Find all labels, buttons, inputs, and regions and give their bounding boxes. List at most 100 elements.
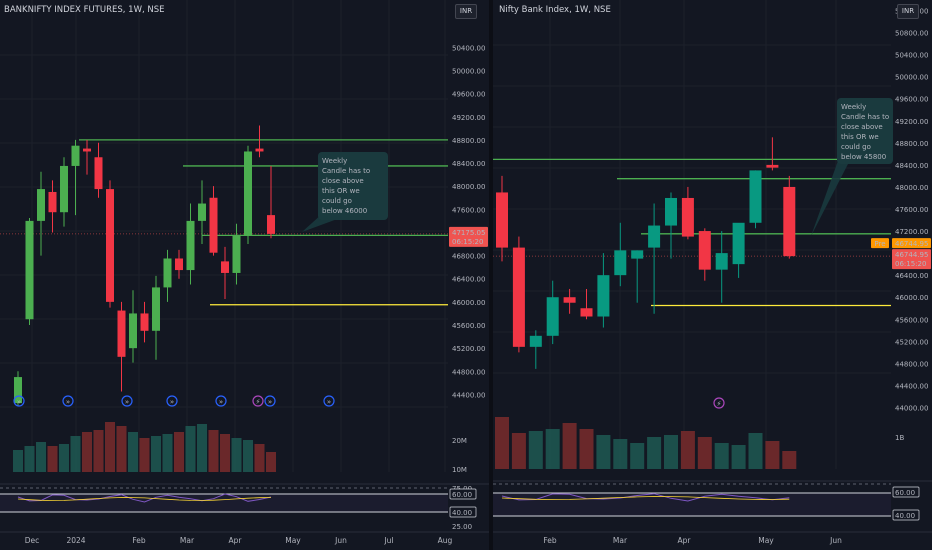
volume-bar	[24, 446, 35, 472]
price-tick-label: 47600.00	[895, 206, 928, 214]
rsi-tick-label: 40.00	[452, 509, 472, 517]
candle-bullish[interactable]	[597, 275, 610, 317]
volume-bar	[174, 432, 184, 472]
candle-bullish[interactable]	[186, 220, 195, 271]
candle-bearish[interactable]	[766, 164, 779, 168]
right-chart-title: Nifty Bank Index, 1W, NSE	[499, 5, 611, 15]
candle-bearish[interactable]	[255, 148, 264, 152]
candle-bullish[interactable]	[152, 287, 160, 331]
dividend-event-icon[interactable]	[166, 395, 178, 407]
candle-bullish[interactable]	[732, 222, 745, 265]
candle-bearish[interactable]	[563, 297, 576, 303]
candle-bullish[interactable]	[71, 145, 80, 166]
candle-bullish[interactable]	[25, 220, 34, 320]
earnings-event-icon[interactable]	[713, 397, 725, 409]
price-axis[interactable]	[448, 0, 489, 550]
price-tick-label: 45200.00	[452, 345, 485, 353]
candle-bullish[interactable]	[546, 297, 559, 336]
price-tick-label: 44400.00	[452, 391, 485, 399]
rsi-level-box	[892, 509, 920, 521]
candle-bearish[interactable]	[106, 189, 114, 302]
volume-bar	[208, 430, 219, 472]
volume-bar	[47, 446, 58, 472]
time-tick-label: Aug	[438, 536, 453, 545]
last-price-value: 46744.95	[895, 251, 928, 259]
candle-bullish[interactable]	[232, 235, 241, 273]
dividend-event-icon[interactable]	[121, 395, 133, 407]
candle-bearish[interactable]	[117, 310, 126, 357]
candle-bullish[interactable]	[648, 225, 661, 248]
candle-bullish[interactable]	[198, 203, 206, 221]
dividend-event-icon[interactable]	[264, 395, 276, 407]
right-chart-pane[interactable]: 51200.0050800.0050400.0050000.0049600.00…	[493, 0, 932, 550]
volume-bar	[243, 440, 253, 472]
candle-bullish[interactable]	[37, 189, 45, 221]
dividend-event-icon[interactable]	[13, 395, 25, 407]
price-tick-label: 48400.00	[895, 162, 928, 170]
rsi-line	[17, 493, 272, 503]
annotation-callout[interactable]	[318, 152, 388, 220]
candle-bearish[interactable]	[783, 186, 796, 257]
left-candlestick-chart[interactable]: 50400.00 50000.00 49600.00 49200.00 48800.00…	[0, 0, 489, 550]
candle-bullish[interactable]	[60, 165, 68, 213]
candle-bearish[interactable]	[221, 261, 229, 273]
price-tick-label: 46800.00	[452, 253, 485, 261]
candle-bearish[interactable]	[94, 157, 103, 190]
candle-bullish[interactable]	[665, 197, 677, 226]
volume-bar	[13, 450, 23, 472]
rsi-tick-label: 25.00	[452, 523, 472, 531]
candle-bearish[interactable]	[698, 231, 711, 270]
right-currency-button[interactable]: INR	[897, 4, 919, 19]
candle-bearish[interactable]	[512, 247, 525, 347]
annotation-callout[interactable]	[837, 98, 893, 164]
candle-bearish[interactable]	[83, 148, 91, 152]
event-glyph: »	[327, 398, 331, 406]
event-glyph: »	[219, 398, 223, 406]
candle-bearish[interactable]	[140, 313, 149, 331]
price-tick-label: 49200.00	[895, 118, 928, 126]
price-axis[interactable]	[891, 0, 932, 550]
earnings-event-icon[interactable]	[252, 395, 264, 407]
candle-bearish[interactable]	[267, 215, 275, 234]
candle-bullish[interactable]	[244, 151, 252, 236]
candle-bullish[interactable]	[749, 170, 762, 223]
candle-bullish[interactable]	[715, 253, 728, 270]
price-tick-label: 45200.00	[895, 338, 928, 346]
pane-divider[interactable]	[489, 0, 493, 550]
price-tick-label: 50400.00	[895, 52, 928, 60]
dividend-event-icon[interactable]	[62, 395, 74, 407]
right-candlestick-chart[interactable]: 51200.0050800.0050400.0050000.0049600.00…	[493, 0, 932, 550]
left-chart-pane[interactable]: 50400.00 50000.00 49600.00 49200.00 48800.00…	[0, 0, 489, 550]
last-price-label[interactable]	[449, 226, 488, 247]
volume-bar	[197, 424, 207, 472]
candle-bullish[interactable]	[614, 250, 627, 276]
dividend-event-icon[interactable]	[215, 395, 227, 407]
volume-bar	[266, 452, 276, 472]
candle-bullish[interactable]	[529, 335, 542, 347]
candle-bullish[interactable]	[631, 250, 644, 259]
volume-bar	[680, 431, 695, 469]
candle-bearish[interactable]	[580, 308, 593, 317]
candle-bearish[interactable]	[48, 191, 57, 213]
volume-bar	[93, 430, 104, 472]
price-tick-label: 50000.00	[895, 74, 928, 82]
dividend-event-icon[interactable]	[323, 395, 335, 407]
time-tick-label: Dec	[25, 536, 40, 545]
price-tick-label: 50000.00	[452, 67, 485, 75]
volume-tick-label: 1B	[895, 434, 904, 442]
price-tick-label: 49600.00	[452, 91, 485, 99]
volume-bar	[495, 417, 509, 469]
candle-bearish[interactable]	[681, 197, 694, 237]
event-glyph: »	[17, 398, 21, 406]
annotation-text: this OR we	[841, 133, 879, 141]
left-currency-button[interactable]: INR	[455, 4, 477, 19]
candle-bearish[interactable]	[175, 258, 183, 271]
candle-bullish[interactable]	[14, 377, 22, 404]
candle-bearish[interactable]	[209, 197, 218, 253]
volume-bar	[185, 426, 196, 472]
time-tick-label: Jun	[829, 536, 842, 545]
candle-bullish[interactable]	[129, 313, 137, 349]
candle-bearish[interactable]	[496, 192, 508, 248]
candle-bullish[interactable]	[163, 258, 172, 288]
last-price-label[interactable]	[892, 249, 931, 270]
